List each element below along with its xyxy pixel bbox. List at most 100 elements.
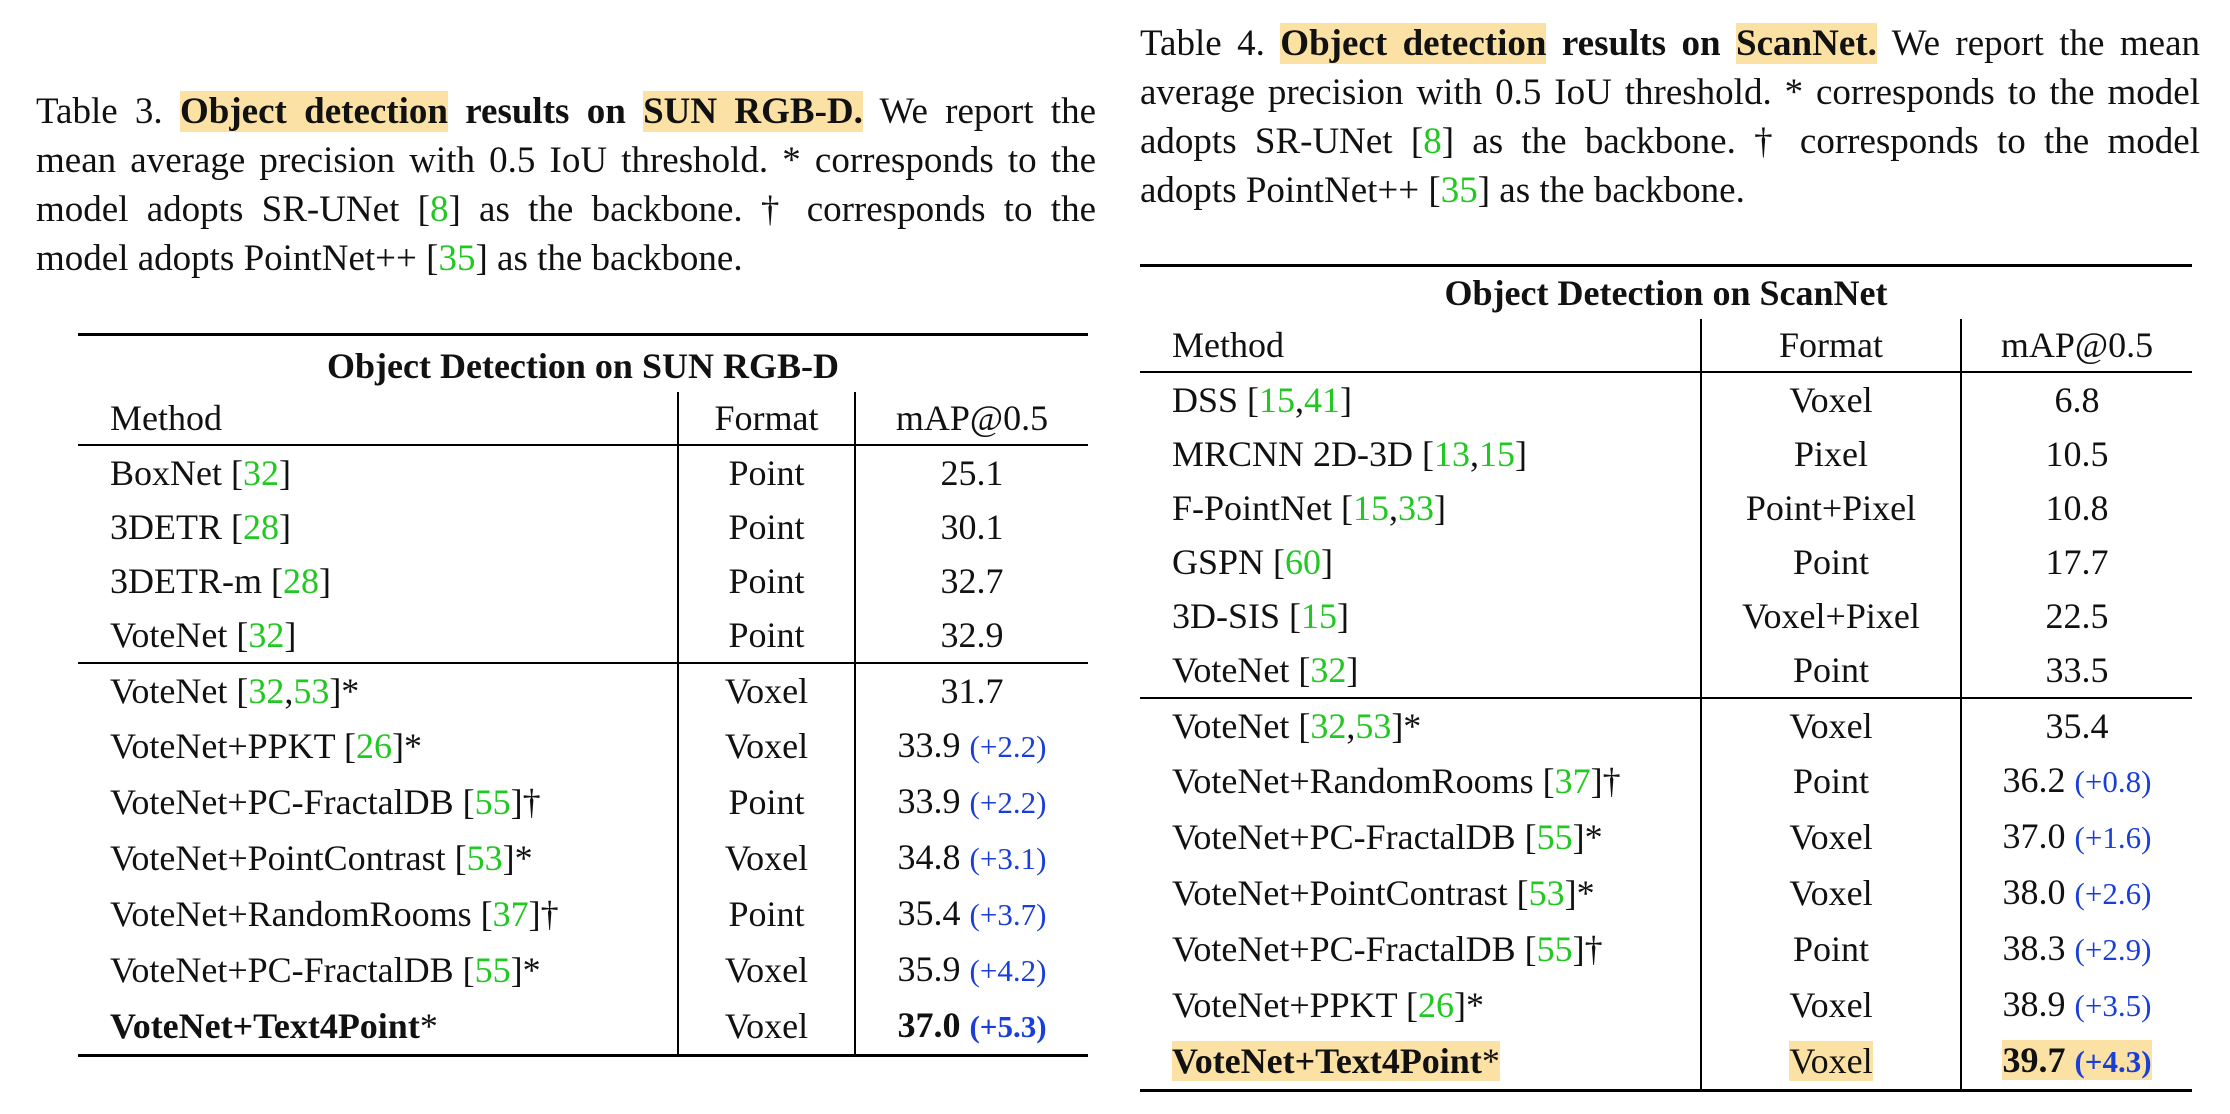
citation-link[interactable]: 55 <box>1536 817 1573 857</box>
map-wrap: 6.8 <box>2055 380 2100 420</box>
method-suffix: ] <box>278 453 291 493</box>
map-cell: 10.5 <box>1960 427 2192 481</box>
caption-text-3: ] as the backbone. <box>1477 170 1745 211</box>
citation-link[interactable]: 53 <box>293 671 330 711</box>
citation-link[interactable]: 32 <box>248 615 285 655</box>
citation-link[interactable]: 41 <box>1304 380 1341 420</box>
citation-link[interactable]: 32 <box>1310 650 1347 690</box>
caption-text-3: ] as the backbone. <box>475 238 743 279</box>
map-delta: (+5.3) <box>969 1009 1047 1044</box>
method-suffix: ] <box>1340 380 1353 420</box>
citation-link[interactable]: 60 <box>1285 542 1322 582</box>
citation-link[interactable]: 53 <box>1528 873 1565 913</box>
format-value: Point <box>728 507 805 547</box>
citation-link[interactable]: 26 <box>356 726 392 766</box>
citation-link[interactable]: 32 <box>1310 706 1347 746</box>
map-value: 6.8 <box>2054 380 2100 420</box>
space <box>961 893 970 933</box>
map-cell: 34.8 (+3.1) <box>854 830 1088 886</box>
citation-link[interactable]: 55 <box>474 950 511 990</box>
ref-separator: , <box>1346 706 1356 746</box>
method-name: VoteNet+RandomRooms [37]† <box>110 894 559 934</box>
citation-link[interactable]: 15 <box>1353 488 1390 528</box>
map-value: 30.1 <box>940 507 1004 547</box>
format-cell: Point <box>1700 921 1961 977</box>
citation-link[interactable]: 37 <box>492 894 529 934</box>
method-suffix: ]* <box>1572 817 1603 857</box>
table-row: VoteNet+PC-FractalDB [55]† Point 38.3 (+2.… <box>1140 921 2192 977</box>
citation-link[interactable]: 53 <box>1355 706 1392 746</box>
table-row: VoteNet [32,53]* Voxel 35.4 <box>1140 697 2192 753</box>
method-name: VoteNet [32,53]* <box>1172 706 1421 746</box>
method-label: VoteNet+PC-FractalDB [ <box>1172 817 1537 857</box>
citation-link[interactable]: 37 <box>1554 761 1591 801</box>
map-wrap: 30.1 <box>941 507 1004 547</box>
map-wrap: 35.9 (+4.2) <box>898 949 1047 989</box>
format-cell: Voxel <box>677 942 855 998</box>
caption-highlight-b: ScanNet. <box>1736 23 1877 64</box>
map-value: 10.8 <box>2045 488 2109 528</box>
method-cell: VoteNet+PPKT [26]* <box>78 718 678 774</box>
method-name: 3D-SIS [15] <box>1172 596 1349 636</box>
table-row: MRCNN 2D-3D [13,15] Pixel 10.5 <box>1140 427 2192 481</box>
citation-link[interactable]: 28 <box>242 507 279 547</box>
header-format: Format <box>1700 319 1961 372</box>
format-cell: Voxel <box>1700 809 1961 865</box>
map-delta: (+4.3) <box>2074 1044 2152 1079</box>
map-wrap: 37.0 (+5.3) <box>897 1005 1046 1045</box>
format-value: Point <box>1792 929 1870 969</box>
map-cell: 10.8 <box>1960 481 2192 535</box>
format-value: Point <box>1792 650 1870 690</box>
map-cell: 17.7 <box>1960 535 2192 589</box>
caption-ref-link[interactable]: 8 <box>429 189 449 230</box>
ref-separator: , <box>284 671 294 711</box>
map-value: 38.9 <box>2002 984 2066 1024</box>
citation-link[interactable]: 26 <box>1418 985 1454 1025</box>
method-suffix: ]* <box>392 726 422 766</box>
table3-header-row: Method Format mAP@0.5 <box>78 392 1088 445</box>
format-cell: Point <box>677 500 855 554</box>
caption-ref-link[interactable]: 35 <box>438 238 476 279</box>
format-cell: Point <box>1700 753 1961 809</box>
citation-link[interactable]: 33 <box>1398 488 1435 528</box>
citation-link[interactable]: 13 <box>1434 434 1471 474</box>
method-label: GSPN [ <box>1172 542 1286 582</box>
space <box>961 725 970 765</box>
map-value: 22.5 <box>2045 596 2109 636</box>
map-wrap: 38.9 (+3.5) <box>2003 984 2152 1024</box>
caption-ref-link[interactable]: 35 <box>1440 170 1478 211</box>
method-label: DSS [ <box>1172 380 1260 420</box>
table-row: VoteNet+PC-FractalDB [55]* Voxel 35.9 (+4.… <box>78 942 1088 998</box>
method-label: VoteNet+PointContrast [ <box>110 838 467 878</box>
citation-link[interactable]: 15 <box>1479 434 1516 474</box>
map-cell: 25.1 <box>854 445 1088 500</box>
map-cell: 36.2 (+0.8) <box>1960 753 2192 809</box>
method-cell: DSS [15,41] <box>1140 372 1701 427</box>
method-cell: VoteNet+PointContrast [53]* <box>78 830 678 886</box>
table4-grid: Method Format mAP@0.5 DSS [15,41] Voxel 6.… <box>1140 319 2192 1092</box>
citation-link[interactable]: 15 <box>1301 596 1338 636</box>
map-value: 37.0 <box>897 1005 961 1045</box>
method-cell: VoteNet+PC-FractalDB [55]† <box>78 774 678 830</box>
citation-link[interactable]: 32 <box>248 671 285 711</box>
format-value: Voxel <box>1789 985 1873 1025</box>
caption-ref-link[interactable]: 8 <box>1423 121 1442 162</box>
map-cell: 38.0 (+2.6) <box>1960 865 2192 921</box>
citation-link[interactable]: 28 <box>282 561 319 601</box>
format-cell: Voxel <box>1700 865 1961 921</box>
citation-link[interactable]: 55 <box>1536 929 1573 969</box>
citation-link[interactable]: 32 <box>242 453 279 493</box>
map-wrap: 38.3 (+2.9) <box>2003 928 2152 968</box>
map-wrap: 32.7 <box>941 561 1004 601</box>
method-name: MRCNN 2D-3D [13,15] <box>1172 434 1527 474</box>
citation-link[interactable]: 53 <box>466 838 503 878</box>
citation-link[interactable]: 15 <box>1259 380 1296 420</box>
map-cell: 33.9 (+2.2) <box>854 774 1088 830</box>
method-cell: VoteNet [32] <box>78 608 678 663</box>
format-value: Voxel <box>724 671 809 711</box>
format-cell: Voxel <box>1700 977 1961 1033</box>
caption-mid: results on <box>465 91 626 132</box>
map-wrap: 32.9 <box>941 615 1004 655</box>
map-cell: 33.9 (+2.2) <box>854 718 1088 774</box>
citation-link[interactable]: 55 <box>474 782 511 822</box>
